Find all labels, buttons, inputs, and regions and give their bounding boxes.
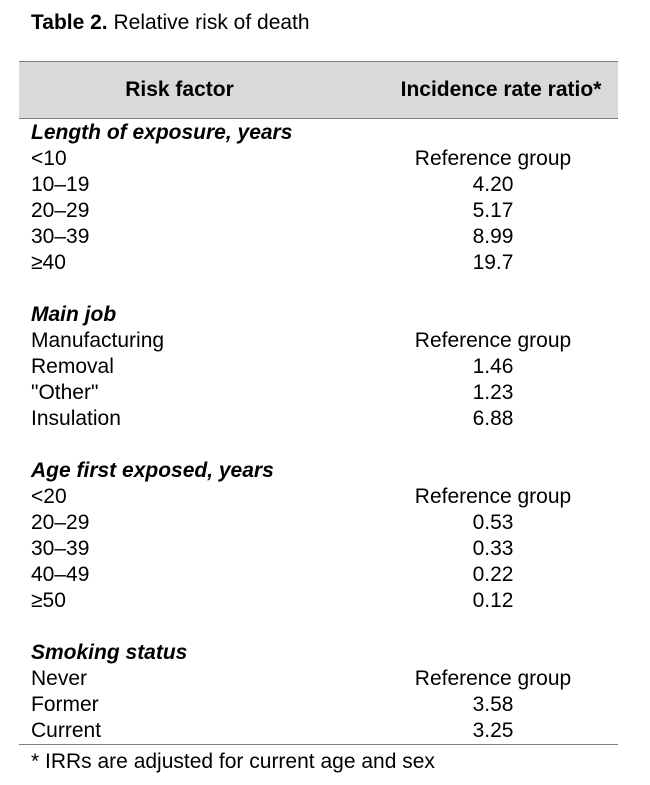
- irr-cell: 1.23: [472, 381, 514, 404]
- table-row: "Other" 1.23: [19, 380, 618, 406]
- irr-cell: 1.46: [472, 355, 514, 378]
- table-row: ≥40 19.7: [19, 250, 618, 276]
- risk-factor-cell: Insulation: [31, 407, 121, 430]
- group-heading: Age first exposed, years: [31, 459, 274, 482]
- group-spacer: [19, 614, 618, 640]
- table-row: Removal 1.46: [19, 354, 618, 380]
- irr-cell: Reference group: [414, 329, 572, 352]
- table-row: Never Reference group: [19, 666, 618, 692]
- risk-factor-cell: Current: [31, 719, 102, 742]
- row-group: Main job Manufacturing Reference group Remo…: [19, 302, 618, 432]
- risk-factor-cell: Never: [31, 667, 88, 690]
- table-caption-label: Table 2.: [31, 11, 108, 34]
- group-spacer: [19, 276, 618, 302]
- risk-factor-cell: 20–29: [31, 511, 90, 534]
- risk-factor-cell: Removal: [31, 355, 114, 378]
- risk-factor-cell: 30–39: [31, 225, 90, 248]
- header-incidence-rate-ratio: Incidence rate ratio*: [400, 78, 602, 101]
- table-row: 30–39 8.99: [19, 224, 618, 250]
- risk-factor-cell: ≥50: [31, 589, 66, 612]
- risk-factor-cell: 10–19: [31, 173, 90, 196]
- table-row: Current 3.25: [19, 718, 618, 745]
- irr-cell: 0.12: [472, 589, 514, 612]
- table-caption-text: Relative risk of death: [107, 11, 310, 34]
- risk-factor-cell: "Other": [31, 381, 99, 404]
- row-group: Length of exposure, years <10 Reference gr…: [19, 120, 618, 276]
- table-body: Length of exposure, years <10 Reference gr…: [19, 119, 618, 745]
- irr-cell: Reference group: [414, 147, 572, 170]
- irr-cell: 4.20: [472, 173, 514, 196]
- table-row: 30–39 0.33: [19, 536, 618, 562]
- table-footnote: * IRRs are adjusted for current age and …: [31, 750, 435, 773]
- risk-table: Risk factor Incidence rate ratio* Length…: [19, 61, 618, 745]
- risk-factor-cell: <10: [31, 147, 67, 170]
- table-row: 40–49 0.22: [19, 562, 618, 588]
- group-heading: Main job: [31, 303, 117, 326]
- group-heading-row: Length of exposure, years: [19, 120, 618, 146]
- irr-cell: 0.53: [472, 511, 514, 534]
- table-caption: Table 2. Relative risk of death: [31, 10, 310, 36]
- table-row: ≥50 0.12: [19, 588, 618, 614]
- table-row: Insulation 6.88: [19, 406, 618, 432]
- risk-factor-cell: 40–49: [31, 563, 90, 586]
- risk-factor-cell: 20–29: [31, 199, 90, 222]
- risk-factor-cell: <20: [31, 485, 67, 508]
- irr-cell: 0.33: [472, 537, 514, 560]
- group-heading: Smoking status: [31, 641, 188, 664]
- irr-cell: 8.99: [472, 225, 514, 248]
- irr-cell: 5.17: [472, 199, 514, 222]
- table-row: Former 3.58: [19, 692, 618, 718]
- group-heading-row: Smoking status: [19, 640, 618, 666]
- irr-cell: 3.58: [472, 693, 514, 716]
- table-row: 20–29 5.17: [19, 198, 618, 224]
- table-row: Manufacturing Reference group: [19, 328, 618, 354]
- irr-cell: 6.88: [472, 407, 514, 430]
- irr-cell: Reference group: [414, 667, 572, 690]
- row-group: Age first exposed, years <20 Reference gro…: [19, 458, 618, 614]
- risk-factor-cell: 30–39: [31, 537, 90, 560]
- table-row: 10–19 4.20: [19, 172, 618, 198]
- risk-factor-cell: Former: [31, 693, 99, 716]
- table-row: <10 Reference group: [19, 146, 618, 172]
- table-row: 20–29 0.53: [19, 510, 618, 536]
- group-heading-row: Main job: [19, 302, 618, 328]
- table-row: <20 Reference group: [19, 484, 618, 510]
- risk-factor-cell: Manufacturing: [31, 329, 165, 352]
- irr-cell: 3.25: [472, 719, 514, 742]
- group-heading: Length of exposure, years: [31, 121, 293, 144]
- table-header: Risk factor Incidence rate ratio*: [19, 61, 618, 119]
- risk-factor-cell: ≥40: [31, 251, 66, 274]
- irr-cell: 0.22: [472, 563, 514, 586]
- row-group: Smoking status Never Reference group Former…: [19, 640, 618, 745]
- group-heading-row: Age first exposed, years: [19, 458, 618, 484]
- group-spacer: [19, 432, 618, 458]
- header-risk-factor: Risk factor: [125, 78, 234, 101]
- irr-cell: Reference group: [414, 485, 572, 508]
- irr-cell: 19.7: [472, 251, 514, 274]
